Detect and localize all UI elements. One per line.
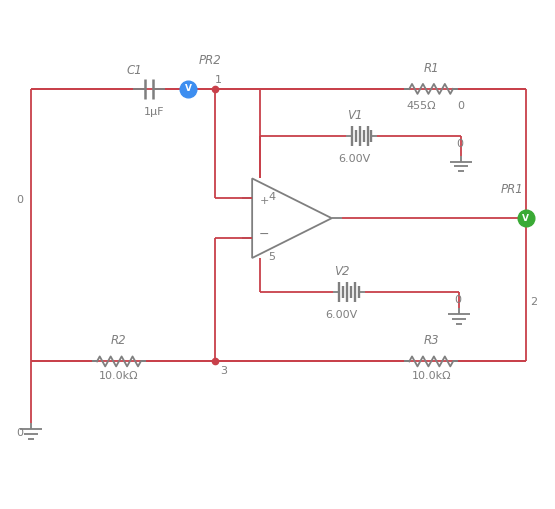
Text: C1: C1	[127, 64, 143, 77]
Text: V: V	[522, 214, 529, 223]
Text: 4: 4	[268, 192, 275, 203]
Text: 0: 0	[454, 295, 461, 305]
Text: R3: R3	[423, 334, 439, 348]
Text: 0: 0	[16, 195, 23, 205]
Text: 0: 0	[456, 138, 463, 149]
Text: 3: 3	[220, 366, 228, 376]
Text: −: −	[259, 229, 269, 241]
Text: R1: R1	[423, 62, 439, 75]
Text: 455Ω: 455Ω	[406, 101, 436, 111]
Text: V1: V1	[347, 109, 362, 122]
Text: PR2: PR2	[199, 54, 221, 67]
Text: R2: R2	[111, 334, 127, 348]
Text: 0: 0	[457, 101, 465, 111]
Text: PR1: PR1	[501, 183, 524, 196]
Text: +: +	[259, 196, 269, 207]
Text: 6.00V: 6.00V	[339, 154, 371, 163]
Text: 10.0kΩ: 10.0kΩ	[411, 372, 451, 381]
Text: 6.00V: 6.00V	[326, 309, 358, 320]
Text: 2: 2	[531, 297, 538, 307]
Text: 5: 5	[268, 252, 275, 262]
Text: 1: 1	[214, 75, 221, 85]
Text: V: V	[185, 84, 192, 94]
Text: 1μF: 1μF	[143, 107, 164, 117]
Text: 10.0kΩ: 10.0kΩ	[99, 372, 139, 381]
Text: V2: V2	[334, 265, 350, 278]
Text: 0: 0	[16, 428, 23, 438]
